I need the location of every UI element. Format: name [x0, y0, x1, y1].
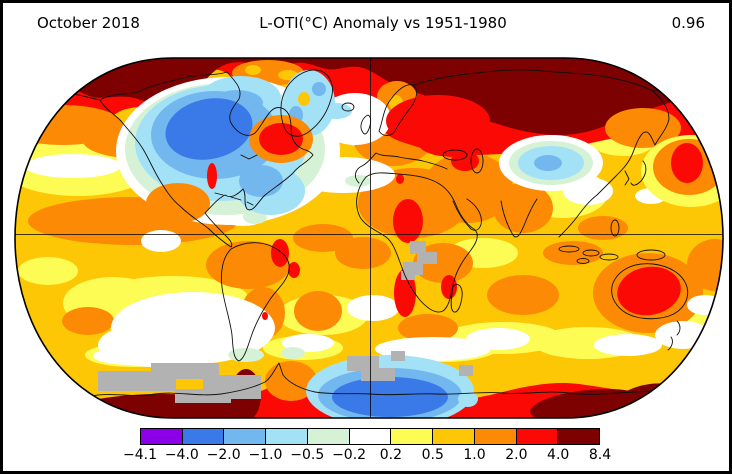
colorbar — [140, 428, 600, 445]
colorbar-tick-label: 1.0 — [463, 447, 486, 463]
region-antarctica — [15, 355, 723, 418]
colorbar-segment — [307, 429, 350, 444]
colorbar-segment — [182, 429, 225, 444]
colorbar-segment — [474, 429, 517, 444]
colorbar-segment — [224, 429, 267, 444]
colorbar-tick-label: −2.0 — [206, 447, 241, 463]
colorbar-tick-label: −0.2 — [332, 447, 367, 463]
colorbar-tick-label: 0.5 — [421, 447, 444, 463]
colorbar-segment — [558, 429, 600, 444]
global-mean-value: 0.96 — [671, 14, 705, 32]
colorbar-tick-label: −4.0 — [164, 447, 199, 463]
map-date-label: October 2018 — [37, 14, 140, 32]
colorbar-tick-label: 0.2 — [379, 447, 403, 463]
anomaly-world-map — [14, 57, 724, 419]
colorbar-segment — [516, 429, 559, 444]
colorbar-segment — [141, 429, 183, 444]
colorbar-segment — [391, 429, 434, 444]
colorbar-tick-label: 8.4 — [588, 447, 612, 463]
colorbar-segment — [266, 429, 308, 444]
colorbar-segment — [433, 429, 475, 444]
colorbar-tick-label: 4.0 — [547, 447, 570, 463]
colorbar-segment — [349, 429, 392, 444]
colorbar-tick-label: −1.0 — [248, 447, 283, 463]
map-title: L-OTI(°C) Anomaly vs 1951-1980 — [259, 14, 507, 32]
region-canada-cool-anomaly — [135, 76, 307, 215]
region-no-data-gray — [98, 241, 473, 403]
colorbar-tick-label: −0.5 — [290, 447, 325, 463]
region-arctic-darkred-cap — [15, 58, 723, 136]
coastlines — [15, 69, 723, 397]
colorbar-tick-label: 2.0 — [505, 447, 528, 463]
map-outline — [14, 57, 724, 419]
colorbar-tick-label: −4.1 — [123, 447, 157, 463]
region-central-asia-cool — [499, 135, 603, 191]
